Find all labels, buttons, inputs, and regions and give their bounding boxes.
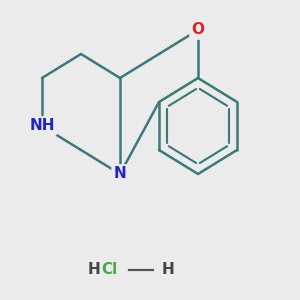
Text: Cl: Cl: [101, 262, 117, 278]
Text: NH: NH: [29, 118, 55, 134]
Text: N: N: [114, 167, 126, 182]
Text: O: O: [191, 22, 205, 38]
Text: H: H: [88, 262, 100, 278]
Text: H: H: [162, 262, 175, 278]
